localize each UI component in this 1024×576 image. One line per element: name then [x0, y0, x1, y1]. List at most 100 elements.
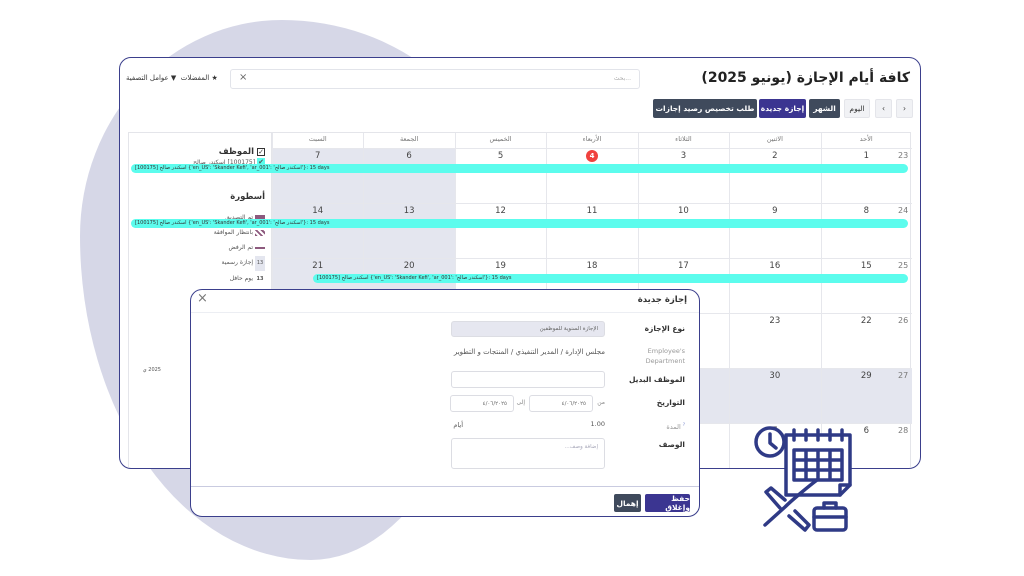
- new-leave-dialog: × إجازة جديدة نوع الإجازة الإجازة السنوي…: [190, 289, 700, 517]
- week-number: 25: [898, 261, 909, 270]
- leave-type-field[interactable]: الإجازة السنوية للموظفين: [451, 321, 605, 337]
- discard-button[interactable]: إهمال: [614, 494, 641, 512]
- substitute-field[interactable]: [451, 371, 605, 388]
- search-placeholder: بحث...: [613, 75, 631, 82]
- duration-value: 1.00: [590, 420, 605, 428]
- day-number[interactable]: 7: [314, 151, 321, 161]
- day-number[interactable]: 30: [769, 371, 781, 381]
- day-number[interactable]: 6: [406, 151, 412, 161]
- employee-filter-item[interactable]: ✔ [100175] اسكندر صالح: [193, 158, 265, 166]
- description-label: الوصف: [658, 440, 685, 449]
- employee-checkbox-icon[interactable]: ✔: [257, 158, 265, 166]
- dialog-title: إجازة جديدة: [637, 295, 687, 305]
- filters-button[interactable]: ▼ عوامل التصفية: [126, 74, 177, 82]
- day-number[interactable]: 6: [863, 426, 869, 436]
- duration-label: ? المدة: [666, 422, 685, 432]
- legend-heading: أسطورة: [230, 192, 265, 202]
- day-number[interactable]: 9: [772, 206, 778, 216]
- day-column: [820, 133, 822, 468]
- save-close-button[interactable]: حفظ وإغلاق: [645, 494, 690, 512]
- help-icon[interactable]: ?: [682, 422, 685, 427]
- day-header: الخميس: [489, 135, 512, 143]
- duration-unit: أيام: [453, 421, 463, 429]
- divider: [191, 312, 699, 313]
- leave-type-label: نوع الإجازة: [644, 324, 685, 333]
- prev-button[interactable]: ‹: [896, 99, 913, 118]
- vacation-calendar-icon: [754, 426, 852, 532]
- date-to-field[interactable]: ٤/٠٦/٢٠٢٥: [450, 395, 514, 412]
- legend-busy-day: 13 يوم حافل: [214, 271, 265, 287]
- from-label: من: [597, 399, 605, 406]
- legend: تم التصديق بانتظار الموافقة تم الرفض 13 …: [214, 210, 265, 287]
- week-number: 28: [898, 426, 909, 435]
- leave-event-bar[interactable]: [100175] اسكندر صالح {'en_US': 'Skander …: [131, 164, 908, 173]
- employee-name: [100175] اسكندر صالح: [193, 159, 256, 166]
- day-header: السبت: [308, 135, 327, 143]
- partial-date-text: 2025 ي: [142, 367, 161, 373]
- week-number: 24: [898, 206, 909, 215]
- allocation-request-button[interactable]: طلب تخصيص رصيد إجازات: [653, 99, 757, 118]
- dept-value: مجلس الإدارة / المدير التنفيذي / المنتجا…: [453, 348, 605, 356]
- day-number[interactable]: 18: [586, 261, 598, 271]
- day-number[interactable]: 21: [312, 261, 324, 271]
- refused-swatch-icon: [255, 246, 265, 249]
- day-number[interactable]: 3: [680, 151, 687, 161]
- search-input[interactable]: × بحث...: [230, 69, 640, 89]
- day-header: الاثنين: [766, 135, 783, 143]
- month-button[interactable]: الشهر: [809, 99, 840, 118]
- today-button[interactable]: اليوم: [844, 99, 870, 118]
- to-label: إلى: [516, 399, 526, 406]
- day-number[interactable]: 14: [312, 206, 324, 216]
- new-leave-button[interactable]: إجازة جديدة: [759, 99, 806, 118]
- description-field[interactable]: إضافة وصف...: [451, 438, 605, 469]
- busy-day-swatch-icon: 13: [256, 276, 264, 282]
- legend-approved: تم التصديق: [214, 210, 265, 225]
- substitute-label: الموظف البديل: [628, 375, 685, 384]
- next-button[interactable]: ›: [875, 99, 892, 118]
- day-number[interactable]: 5: [497, 151, 504, 161]
- leave-event-bar[interactable]: [100175] اسكندر صالح {'en_US': 'Skander …: [131, 219, 908, 228]
- day-number[interactable]: 8: [863, 206, 869, 216]
- day-number[interactable]: 22: [860, 316, 872, 326]
- day-number[interactable]: 20: [403, 261, 415, 271]
- day-number[interactable]: 13: [403, 206, 415, 216]
- checkbox-icon[interactable]: ✓: [257, 148, 265, 156]
- favorites-button[interactable]: ★ المفضلات: [180, 74, 218, 82]
- day-number[interactable]: 2: [772, 151, 778, 161]
- day-number[interactable]: 16: [769, 261, 781, 271]
- approved-swatch-icon: [255, 214, 265, 221]
- legend-public-holiday: 13 إجازة رسمية: [214, 255, 265, 271]
- leave-event-bar[interactable]: [100175] اسكندر صالح {'en_US': 'Skander …: [313, 274, 908, 283]
- employee-filter-heading: ✓ الموظف: [219, 147, 265, 157]
- day-header: الأحد: [859, 135, 873, 143]
- day-column: [729, 133, 731, 468]
- date-from-field[interactable]: ٤/٠٦/٢٠٢٥: [529, 395, 593, 412]
- day-number[interactable]: 1: [863, 151, 869, 161]
- day-number[interactable]: 11: [586, 206, 598, 216]
- today-marker[interactable]: 4: [586, 150, 598, 162]
- day-number[interactable]: 29: [860, 371, 872, 381]
- day-number[interactable]: 12: [495, 206, 506, 216]
- week-number: 27: [898, 371, 909, 380]
- page-title: كافة أيام الإجازة (يونيو 2025): [701, 70, 910, 86]
- week-number: 26: [898, 316, 909, 325]
- day-number[interactable]: 10: [678, 206, 689, 216]
- day-header: الجمعة: [399, 135, 419, 143]
- day-number[interactable]: 19: [495, 261, 506, 271]
- day-number[interactable]: 23: [769, 316, 781, 326]
- row-divider: [272, 258, 912, 259]
- employee-heading: الموظف: [218, 147, 255, 157]
- close-icon[interactable]: ×: [197, 291, 208, 306]
- dates-label: التواريخ: [656, 398, 685, 407]
- day-header: الثلاثاء: [675, 135, 692, 143]
- week-number: 23: [898, 151, 909, 160]
- holiday-swatch-icon: 13: [255, 256, 265, 271]
- clear-search-icon[interactable]: ×: [239, 72, 248, 83]
- day-number[interactable]: 17: [678, 261, 689, 271]
- row-divider: [272, 148, 912, 149]
- row-divider: [272, 203, 912, 204]
- filter-bar: ★ المفضلات ▼ عوامل التصفية: [126, 74, 218, 82]
- legend-refused: تم الرفض: [214, 240, 265, 255]
- day-number[interactable]: 15: [860, 261, 872, 271]
- dept-label: Employee's Department: [645, 347, 685, 365]
